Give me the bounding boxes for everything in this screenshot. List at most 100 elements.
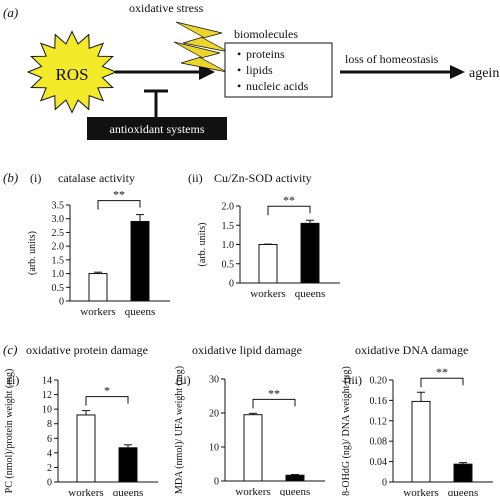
x-tick-label: queens — [125, 306, 156, 318]
x-tick-label: queens — [448, 487, 479, 496]
oxidative-stress-label: oxidative stress — [129, 1, 204, 15]
y-tick-label: 3.5 — [52, 201, 65, 212]
biomolecule-item: proteins — [246, 47, 285, 61]
biomolecules-label: biomolecules — [234, 27, 298, 41]
significance-bracket — [420, 377, 464, 388]
y-tick-label: 1.5 — [52, 255, 65, 266]
y-tick-label: 0.20 — [370, 376, 388, 387]
y-tick-label: 14 — [42, 376, 52, 387]
significance-bracket — [85, 396, 129, 406]
significance-marker: ** — [283, 193, 295, 207]
antioxidant-box — [87, 117, 227, 140]
y-tick-label: 30 — [209, 375, 219, 386]
y-tick-label: 2.5 — [52, 228, 65, 239]
x-tick-label: queens — [295, 288, 326, 300]
catalase-chart: (i) catalase activity 0 0.5 1.0 1.5 2.0 2.5 3.0 3… — [27, 171, 170, 318]
bar-queens — [300, 222, 320, 284]
bar-workers — [76, 414, 96, 483]
y-tick-label: 1.5 — [222, 221, 235, 232]
lipid-damage-chart: (ii) 0 10 20 30 MDA (nmol)/ UFA weight (mg) wo… — [174, 366, 325, 496]
y-tick-label: 0 — [47, 478, 52, 489]
chart-title: Cu/Zn-SOD activity — [214, 171, 312, 185]
y-tick-label: 3.0 — [52, 214, 65, 225]
y-tick-label: 8 — [47, 419, 52, 430]
y-tick-label: 0 — [59, 297, 64, 308]
chart-sub-label: (i) — [30, 171, 41, 185]
biomolecule-item: lipids — [246, 63, 273, 77]
bar-workers — [258, 244, 278, 284]
significance-marker: ** — [436, 365, 448, 379]
x-tick-label: queens — [113, 487, 144, 496]
bar-workers — [243, 414, 263, 482]
y-tick-label: 0.04 — [370, 457, 388, 468]
y-tick-label: 10 — [42, 405, 52, 416]
significance-bracket — [97, 200, 141, 210]
ros-burst-icon — [26, 30, 118, 114]
bullet: • — [237, 47, 241, 61]
chart-sub-label: (iii) — [344, 373, 362, 387]
biomolecules-box — [224, 42, 333, 98]
antioxidant-label: antioxidant systems — [110, 122, 205, 136]
chart-sub-label: (ii) — [188, 171, 203, 185]
y-tick-label: 4 — [47, 448, 52, 459]
bullet: • — [237, 79, 241, 93]
x-tick-label: workers — [68, 487, 103, 496]
y-tick-label: 0.16 — [370, 396, 388, 407]
y-tick-label: 10 — [209, 443, 219, 454]
x-tick-label: queens — [280, 486, 311, 496]
panel-a-label: (a) — [3, 5, 18, 20]
loss-of-homeostasis-label: loss of homeostasis — [345, 52, 439, 66]
sod-chart: (ii) Cu/Zn-SOD activity 0 0.5 1.0 1.5 2.0 (arb.… — [188, 171, 340, 300]
chart-sub-label: (i) — [8, 373, 19, 387]
x-tick-label: workers — [250, 288, 285, 300]
y-tick-label: 12 — [42, 390, 52, 401]
y-tick-label: 0 — [382, 478, 387, 489]
x-tick-label: workers — [80, 306, 115, 318]
x-tick-label: workers — [235, 486, 270, 496]
bar-queens — [118, 447, 138, 483]
y-tick-label: 2.0 — [222, 202, 235, 213]
chart-sub-label: (ii) — [176, 373, 191, 387]
y-axis-label: (arb. units) — [197, 223, 208, 267]
significance-marker: * — [104, 384, 110, 398]
significance-bracket — [252, 398, 296, 409]
bar-workers — [411, 400, 431, 483]
chart-title: catalase activity — [58, 171, 135, 185]
y-tick-label: 1.0 — [222, 240, 235, 251]
y-tick-label: 0.12 — [370, 416, 388, 427]
section-heading: oxidative lipid damage — [192, 343, 302, 357]
y-tick-label: 0 — [229, 279, 234, 290]
y-tick-label: 2 — [47, 463, 52, 474]
y-tick-label: 0 — [214, 477, 219, 488]
homeostasis-arrow-head — [450, 65, 465, 79]
y-tick-label: 0.5 — [222, 259, 235, 270]
section-heading: oxidative protein damage — [26, 343, 148, 357]
significance-marker: ** — [113, 188, 125, 202]
bar-queens — [130, 220, 150, 302]
panel-b-label: (b) — [3, 170, 18, 185]
y-axis-label: 8-OHdG (ng)/ DNA weight (μg) — [341, 366, 352, 496]
y-axis-label: PC (nmol)/protein weight (mg) — [4, 369, 15, 494]
ageing-label: ageing — [469, 66, 500, 81]
ros-arrow-head — [199, 64, 215, 80]
section-heading: oxidative DNA damage — [355, 343, 468, 357]
bar-queens — [285, 474, 305, 482]
bar-queens — [453, 463, 473, 483]
protein-damage-chart: (i) 0 2 4 6 8 10 12 14 PC (nmol)/protein weight (… — [4, 369, 158, 496]
y-tick-label: 20 — [209, 409, 219, 420]
significance-bracket — [267, 205, 311, 216]
biomolecule-item: nucleic acids — [246, 79, 309, 93]
x-tick-label: workers — [403, 487, 438, 496]
bar-workers — [88, 273, 108, 302]
y-axis-label: (arb. units) — [27, 231, 38, 275]
significance-marker: ** — [268, 386, 280, 400]
ros-label: ROS — [55, 65, 88, 84]
y-tick-label: 6 — [47, 434, 52, 445]
y-tick-label: 1.0 — [52, 269, 65, 280]
y-tick-label: 0.5 — [52, 283, 65, 294]
dna-damage-chart: (iii) 0 0.04 0.08 0.12 0.16 0.20 8-OHdG (ng)/ D… — [341, 365, 493, 496]
panel-c-label: (c) — [3, 342, 17, 357]
y-axis-label: MDA (nmol)/ UFA weight (mg) — [174, 366, 185, 494]
y-tick-label: 2.0 — [52, 242, 65, 253]
